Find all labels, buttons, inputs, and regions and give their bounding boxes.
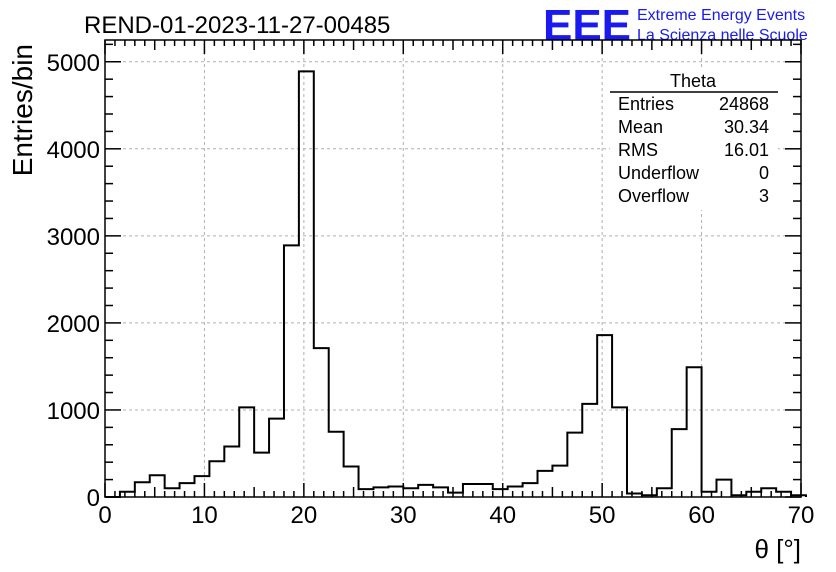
x-tick-labels: 0 10 20 30 40 50 60 70 [98,502,814,529]
stats-row-label: Underflow [618,163,700,183]
stats-row-value: 3 [759,186,769,206]
histogram-bin [716,480,731,497]
histogram-bin [299,71,314,497]
histogram-bin [388,487,403,497]
histogram-bin [403,488,418,497]
x-tick-label: 20 [291,502,318,529]
y-tick-label: 5000 [47,50,100,77]
histogram-bin [657,488,672,497]
logo-mark: EEE [543,1,631,50]
x-tick-label: 60 [688,502,715,529]
histogram-bin [165,488,180,497]
chart-title: REND-01-2023-11-27-00485 [84,12,390,39]
stats-rows: Entries 24868 Mean 30.34 RMS 16.01 Underflow 0 O… [618,94,769,206]
histogram-bin [493,489,508,497]
histogram-bin [329,432,344,497]
histogram-bin [418,485,433,497]
histogram-bin [269,419,284,497]
x-tick-label: 30 [390,502,417,529]
y-tick-label: 1000 [47,398,100,425]
y-tick-label: 4000 [47,137,100,164]
histogram-bin [597,335,612,497]
stats-row-value: 30.34 [724,117,769,137]
histogram-bin [284,245,299,497]
x-tick-label: 10 [191,502,218,529]
histogram-bin [433,487,448,497]
stats-row-value: 16.01 [724,140,769,160]
histogram-bin [612,407,627,497]
x-axis-label: θ [°] [754,534,801,564]
x-tick-label: 50 [589,502,616,529]
y-tick-label: 2000 [47,311,100,338]
axis-ticks [104,40,802,498]
y-axis-label: Entries/bin [7,44,38,176]
histogram-bin [224,447,239,497]
histogram-outline [105,70,807,498]
stats-row-label: Overflow [618,186,690,206]
histogram-bin [567,433,582,497]
histogram-bin [672,429,687,497]
stats-row-label: Entries [618,94,674,114]
stats-box-title: Theta [670,71,717,91]
histogram-bin [538,471,553,497]
stats-box: Theta Entries 24868 Mean 30.34 RMS 16.01 Under… [610,68,778,210]
histogram-bin [344,467,359,497]
x-tick-label: 40 [489,502,516,529]
histogram-bin [761,488,776,497]
histogram-bin [314,348,329,497]
stats-row-value: 0 [759,163,769,183]
histogram-bin [582,404,597,497]
histogram-bin [552,466,567,497]
x-tick-label: 70 [788,502,815,529]
histogram-bin [150,475,165,497]
stats-row-value: 24868 [719,94,769,114]
histogram-bin [194,476,209,497]
histogram-bin [209,461,224,497]
histogram-bin [687,367,702,497]
histogram-bin [478,484,493,497]
x-tick-label: 0 [98,502,111,529]
logo-line-2: La Scienza nelle Scuole [637,27,808,44]
y-tick-label: 3000 [47,224,100,251]
histogram-bin [254,453,269,497]
logo-line-1: Extreme Energy Events [637,7,805,24]
histogram-bin [180,483,195,497]
stats-row-label: Mean [618,117,663,137]
stats-row-label: RMS [618,140,658,160]
histogram-bin [508,487,523,497]
histogram-bin [463,484,478,497]
histogram-bin [135,482,150,497]
y-tick-label: 0 [87,485,100,512]
histogram-bin [239,407,254,497]
histogram-bin [373,487,388,497]
histogram-bin [523,483,538,497]
histogram-bin [359,489,374,497]
y-tick-labels: 0 1000 2000 3000 4000 5000 [47,50,100,512]
